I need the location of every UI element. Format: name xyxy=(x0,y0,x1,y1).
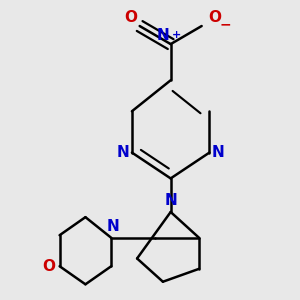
Text: N: N xyxy=(164,193,177,208)
Text: −: − xyxy=(220,17,231,31)
Text: N: N xyxy=(106,219,119,234)
Text: O: O xyxy=(124,10,137,25)
Text: O: O xyxy=(43,259,56,274)
Text: O: O xyxy=(208,10,221,25)
Text: N: N xyxy=(117,145,129,160)
Text: N: N xyxy=(212,145,225,160)
Text: +: + xyxy=(172,30,181,40)
Text: N: N xyxy=(157,28,169,43)
